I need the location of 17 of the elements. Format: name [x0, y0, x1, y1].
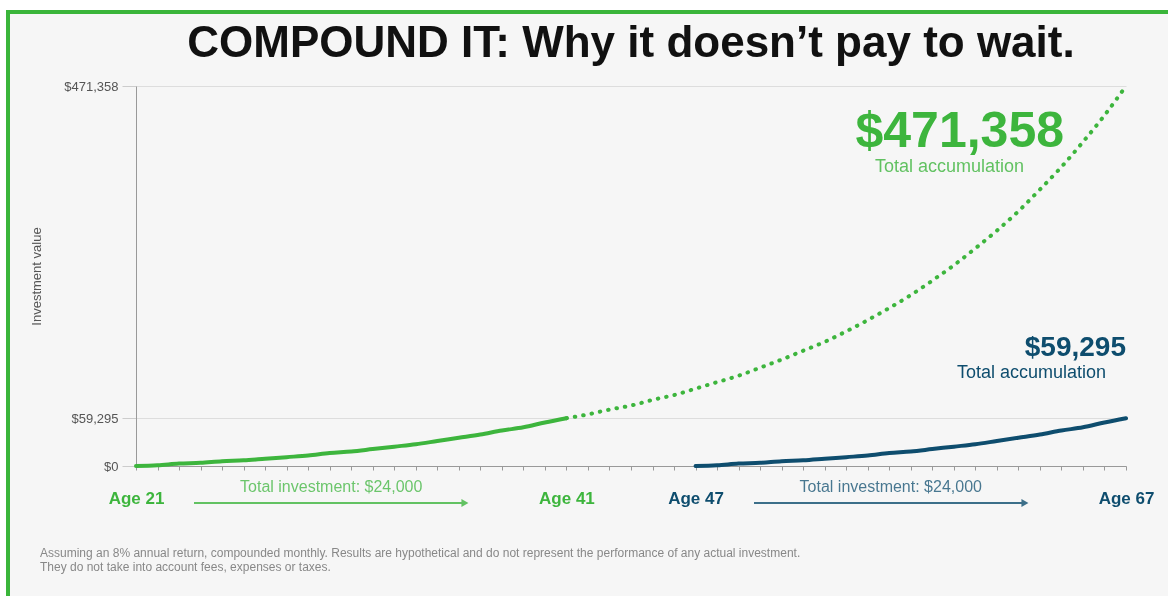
text: Assuming an 8% annual return, compounded monthly. Results are hypothetical and do not represent the performance of any actual investment. They do not take into account fees, expenses or taxes. — [40, 546, 802, 574]
text: Total investment: $24,000 — [798, 478, 983, 496]
annotation: Total accumulation — [874, 156, 1024, 177]
x-tick-label: Age 47 — [668, 488, 724, 508]
x-tick-label: Age 67 — [1098, 488, 1155, 508]
y-tick-label: $59,295 — [71, 410, 119, 426]
x-tick-label: Age 21 — [108, 488, 165, 508]
data-label: $471,358 — [855, 102, 1064, 158]
chart-title: COMPOUND IT: Why it doesn’t pay to wait. — [187, 17, 1075, 66]
y-tick-label: $471,358 — [64, 78, 119, 94]
y-tick-label: $0 — [104, 458, 119, 474]
line-series — [693, 416, 1128, 468]
y-axis-title: Investment value — [29, 227, 45, 326]
text: Total investment: $24,000 — [239, 478, 424, 496]
data-label: $59,295 — [1024, 331, 1126, 363]
x-tick-label: Age 41 — [539, 488, 595, 508]
annotation: Total accumulation — [956, 362, 1106, 384]
